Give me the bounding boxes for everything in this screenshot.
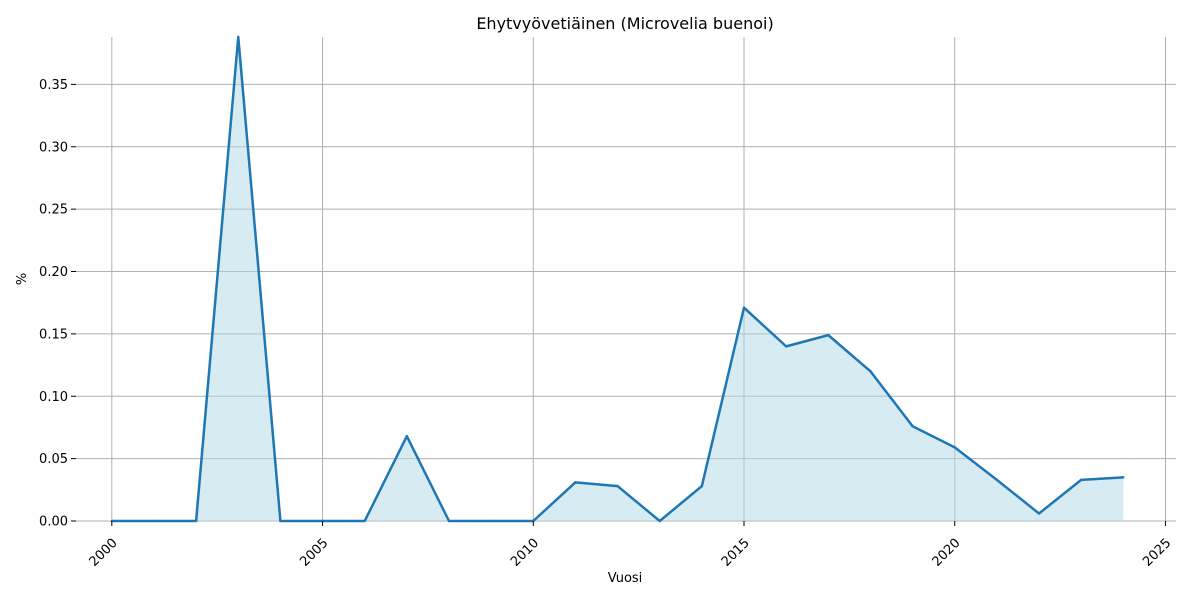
data-point (237, 35, 240, 39)
data-point (574, 481, 577, 484)
y-tick-label: 0.25 (39, 203, 68, 218)
data-point (995, 478, 999, 482)
x-tick-label: 2015 (719, 536, 753, 570)
data-point (911, 424, 914, 428)
x-tick-label: 2025 (1140, 536, 1174, 570)
data-point (869, 370, 872, 373)
data-point (194, 519, 198, 523)
x-axis-label: Vuosi (608, 571, 643, 586)
y-tick-label: 0.05 (39, 452, 68, 467)
series-area-fill (111, 37, 1124, 521)
y-tick-label: 0.00 (39, 515, 68, 530)
data-point (784, 345, 788, 348)
data-point (827, 333, 830, 337)
y-axis-label: % (15, 273, 30, 285)
x-tick-label: 2005 (297, 536, 331, 570)
data-point (953, 446, 956, 449)
chart-title: Ehytvyövetiäinen (Microvelia buenoi) (476, 14, 773, 33)
data-point (405, 434, 409, 438)
data-point (152, 519, 156, 523)
x-tick-label: 2000 (87, 536, 121, 570)
data-point (1122, 476, 1125, 479)
x-tick-label: 2010 (508, 536, 542, 570)
data-point (700, 484, 704, 488)
x-tick-label: 2020 (930, 536, 964, 570)
data-point (742, 306, 746, 309)
y-tick-label: 0.35 (39, 78, 68, 93)
data-point (1079, 478, 1083, 482)
data-point (658, 519, 661, 523)
data-point (489, 519, 493, 523)
y-tick-label: 0.15 (39, 327, 68, 342)
series-area-layer (110, 35, 1125, 523)
y-axis-ticks: 0.00 0.05 0.10 0.15 0.20 0.25 0.30 0.35 (39, 78, 76, 530)
data-point (616, 484, 619, 488)
y-tick-label: 0.30 (39, 140, 68, 155)
data-point (1037, 512, 1041, 515)
y-tick-label: 0.20 (39, 265, 68, 280)
x-axis-ticks: 2000 2005 2010 2015 2020 2025 (87, 521, 1174, 570)
data-point (363, 519, 366, 523)
data-point (279, 519, 282, 523)
data-point (447, 519, 451, 523)
y-tick-label: 0.10 (39, 390, 68, 405)
